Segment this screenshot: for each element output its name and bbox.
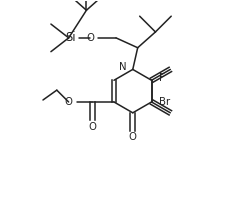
- Text: O: O: [88, 122, 96, 132]
- Text: O: O: [86, 33, 94, 43]
- Text: Si: Si: [65, 31, 75, 44]
- Text: N: N: [119, 62, 126, 72]
- Text: O: O: [128, 133, 136, 142]
- Text: O: O: [64, 97, 72, 107]
- Text: F: F: [159, 73, 164, 83]
- Text: Br: Br: [159, 97, 170, 107]
